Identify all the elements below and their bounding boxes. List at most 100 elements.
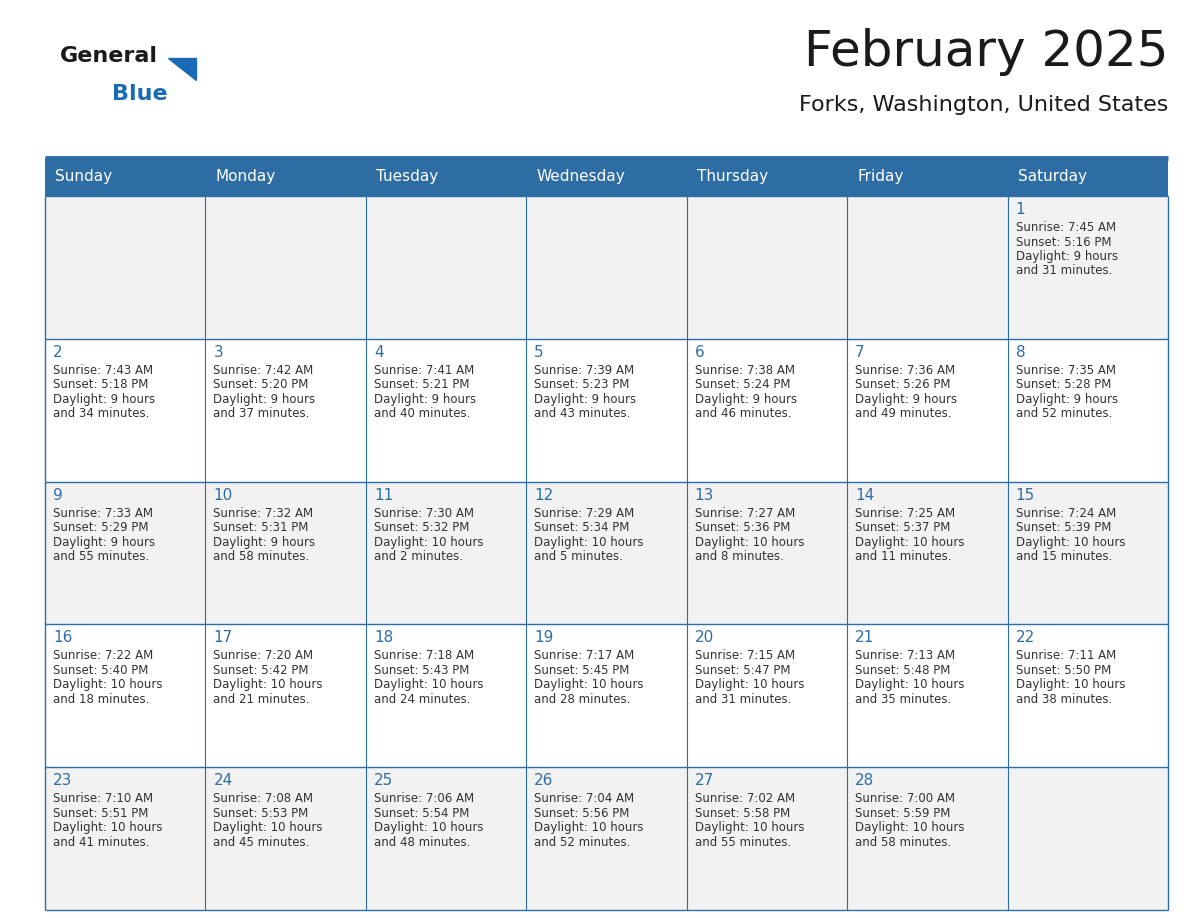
Bar — [206, 624, 366, 767]
Text: February 2025: February 2025 — [803, 28, 1168, 76]
Text: Blue: Blue — [112, 84, 168, 104]
Text: Sunrise: 7:33 AM: Sunrise: 7:33 AM — [53, 507, 153, 520]
Text: Daylight: 9 hours: Daylight: 9 hours — [855, 393, 958, 406]
Text: 10: 10 — [214, 487, 233, 502]
Bar — [687, 339, 847, 482]
Text: 26: 26 — [535, 773, 554, 789]
Text: Daylight: 9 hours: Daylight: 9 hours — [214, 535, 316, 549]
Text: and 52 minutes.: and 52 minutes. — [535, 835, 631, 849]
Text: and 37 minutes.: and 37 minutes. — [214, 408, 310, 420]
Text: Saturday: Saturday — [1018, 170, 1087, 185]
Text: Sunrise: 7:20 AM: Sunrise: 7:20 AM — [214, 649, 314, 663]
Text: and 11 minutes.: and 11 minutes. — [855, 550, 952, 563]
Text: Daylight: 9 hours: Daylight: 9 hours — [53, 535, 156, 549]
Text: and 15 minutes.: and 15 minutes. — [1016, 550, 1112, 563]
Text: Sunset: 5:32 PM: Sunset: 5:32 PM — [374, 521, 469, 534]
Text: Daylight: 10 hours: Daylight: 10 hours — [855, 678, 965, 691]
Bar — [526, 482, 687, 624]
Text: Sunset: 5:43 PM: Sunset: 5:43 PM — [374, 664, 469, 677]
Bar — [366, 767, 526, 910]
Text: Daylight: 9 hours: Daylight: 9 hours — [1016, 393, 1118, 406]
Text: Sunset: 5:24 PM: Sunset: 5:24 PM — [695, 378, 790, 391]
Text: Sunrise: 7:29 AM: Sunrise: 7:29 AM — [535, 507, 634, 520]
Text: General: General — [61, 46, 158, 66]
Text: 12: 12 — [535, 487, 554, 502]
Text: 11: 11 — [374, 487, 393, 502]
Text: Sunrise: 7:00 AM: Sunrise: 7:00 AM — [855, 792, 955, 805]
Text: Sunrise: 7:27 AM: Sunrise: 7:27 AM — [695, 507, 795, 520]
Text: and 8 minutes.: and 8 minutes. — [695, 550, 784, 563]
Text: Sunset: 5:48 PM: Sunset: 5:48 PM — [855, 664, 950, 677]
Text: and 35 minutes.: and 35 minutes. — [855, 693, 952, 706]
Bar — [45, 339, 206, 482]
Text: Sunrise: 7:42 AM: Sunrise: 7:42 AM — [214, 364, 314, 376]
Text: Daylight: 10 hours: Daylight: 10 hours — [695, 535, 804, 549]
Bar — [1007, 196, 1168, 339]
Text: Sunset: 5:21 PM: Sunset: 5:21 PM — [374, 378, 469, 391]
Bar — [1007, 767, 1168, 910]
Text: Sunset: 5:40 PM: Sunset: 5:40 PM — [53, 664, 148, 677]
Bar — [206, 339, 366, 482]
Text: and 49 minutes.: and 49 minutes. — [855, 408, 952, 420]
Text: 2: 2 — [53, 345, 63, 360]
Text: Sunrise: 7:35 AM: Sunrise: 7:35 AM — [1016, 364, 1116, 376]
Text: Sunrise: 7:02 AM: Sunrise: 7:02 AM — [695, 792, 795, 805]
Text: Sunrise: 7:08 AM: Sunrise: 7:08 AM — [214, 792, 314, 805]
Text: and 5 minutes.: and 5 minutes. — [535, 550, 624, 563]
Text: Wednesday: Wednesday — [536, 170, 625, 185]
Text: and 21 minutes.: and 21 minutes. — [214, 693, 310, 706]
Text: Sunset: 5:23 PM: Sunset: 5:23 PM — [535, 378, 630, 391]
Text: Sunset: 5:58 PM: Sunset: 5:58 PM — [695, 807, 790, 820]
Bar — [206, 767, 366, 910]
Text: and 58 minutes.: and 58 minutes. — [855, 835, 952, 849]
Text: Daylight: 9 hours: Daylight: 9 hours — [1016, 250, 1118, 263]
Bar — [1007, 339, 1168, 482]
Text: Sunset: 5:53 PM: Sunset: 5:53 PM — [214, 807, 309, 820]
Text: 9: 9 — [53, 487, 63, 502]
Bar — [847, 624, 1007, 767]
Bar — [1007, 624, 1168, 767]
Text: Sunrise: 7:11 AM: Sunrise: 7:11 AM — [1016, 649, 1116, 663]
Bar — [687, 196, 847, 339]
Text: Sunset: 5:29 PM: Sunset: 5:29 PM — [53, 521, 148, 534]
Text: Sunrise: 7:24 AM: Sunrise: 7:24 AM — [1016, 507, 1116, 520]
Text: Sunset: 5:45 PM: Sunset: 5:45 PM — [535, 664, 630, 677]
Text: 21: 21 — [855, 631, 874, 645]
Text: Sunday: Sunday — [55, 170, 112, 185]
Text: and 43 minutes.: and 43 minutes. — [535, 408, 631, 420]
Text: Daylight: 10 hours: Daylight: 10 hours — [53, 822, 163, 834]
Bar — [847, 767, 1007, 910]
Bar — [45, 767, 206, 910]
Text: Sunrise: 7:43 AM: Sunrise: 7:43 AM — [53, 364, 153, 376]
Text: Sunset: 5:20 PM: Sunset: 5:20 PM — [214, 378, 309, 391]
Text: and 31 minutes.: and 31 minutes. — [695, 693, 791, 706]
Text: and 40 minutes.: and 40 minutes. — [374, 408, 470, 420]
Text: Sunset: 5:59 PM: Sunset: 5:59 PM — [855, 807, 950, 820]
Text: Sunset: 5:39 PM: Sunset: 5:39 PM — [1016, 521, 1111, 534]
Bar — [206, 482, 366, 624]
Text: 18: 18 — [374, 631, 393, 645]
Text: Daylight: 10 hours: Daylight: 10 hours — [1016, 535, 1125, 549]
Text: Daylight: 10 hours: Daylight: 10 hours — [53, 678, 163, 691]
Text: 28: 28 — [855, 773, 874, 789]
Bar — [45, 624, 206, 767]
Text: Daylight: 10 hours: Daylight: 10 hours — [535, 822, 644, 834]
Text: Daylight: 9 hours: Daylight: 9 hours — [53, 393, 156, 406]
Text: 3: 3 — [214, 345, 223, 360]
Text: 25: 25 — [374, 773, 393, 789]
Bar — [206, 196, 366, 339]
Text: Sunset: 5:54 PM: Sunset: 5:54 PM — [374, 807, 469, 820]
Text: Sunrise: 7:22 AM: Sunrise: 7:22 AM — [53, 649, 153, 663]
Text: and 24 minutes.: and 24 minutes. — [374, 693, 470, 706]
Bar — [366, 196, 526, 339]
Text: Daylight: 9 hours: Daylight: 9 hours — [535, 393, 637, 406]
Bar — [687, 482, 847, 624]
Bar — [1007, 482, 1168, 624]
Bar — [847, 482, 1007, 624]
Text: 4: 4 — [374, 345, 384, 360]
Text: 8: 8 — [1016, 345, 1025, 360]
Text: and 58 minutes.: and 58 minutes. — [214, 550, 310, 563]
Text: Thursday: Thursday — [696, 170, 767, 185]
Text: 16: 16 — [53, 631, 72, 645]
Text: Sunrise: 7:06 AM: Sunrise: 7:06 AM — [374, 792, 474, 805]
